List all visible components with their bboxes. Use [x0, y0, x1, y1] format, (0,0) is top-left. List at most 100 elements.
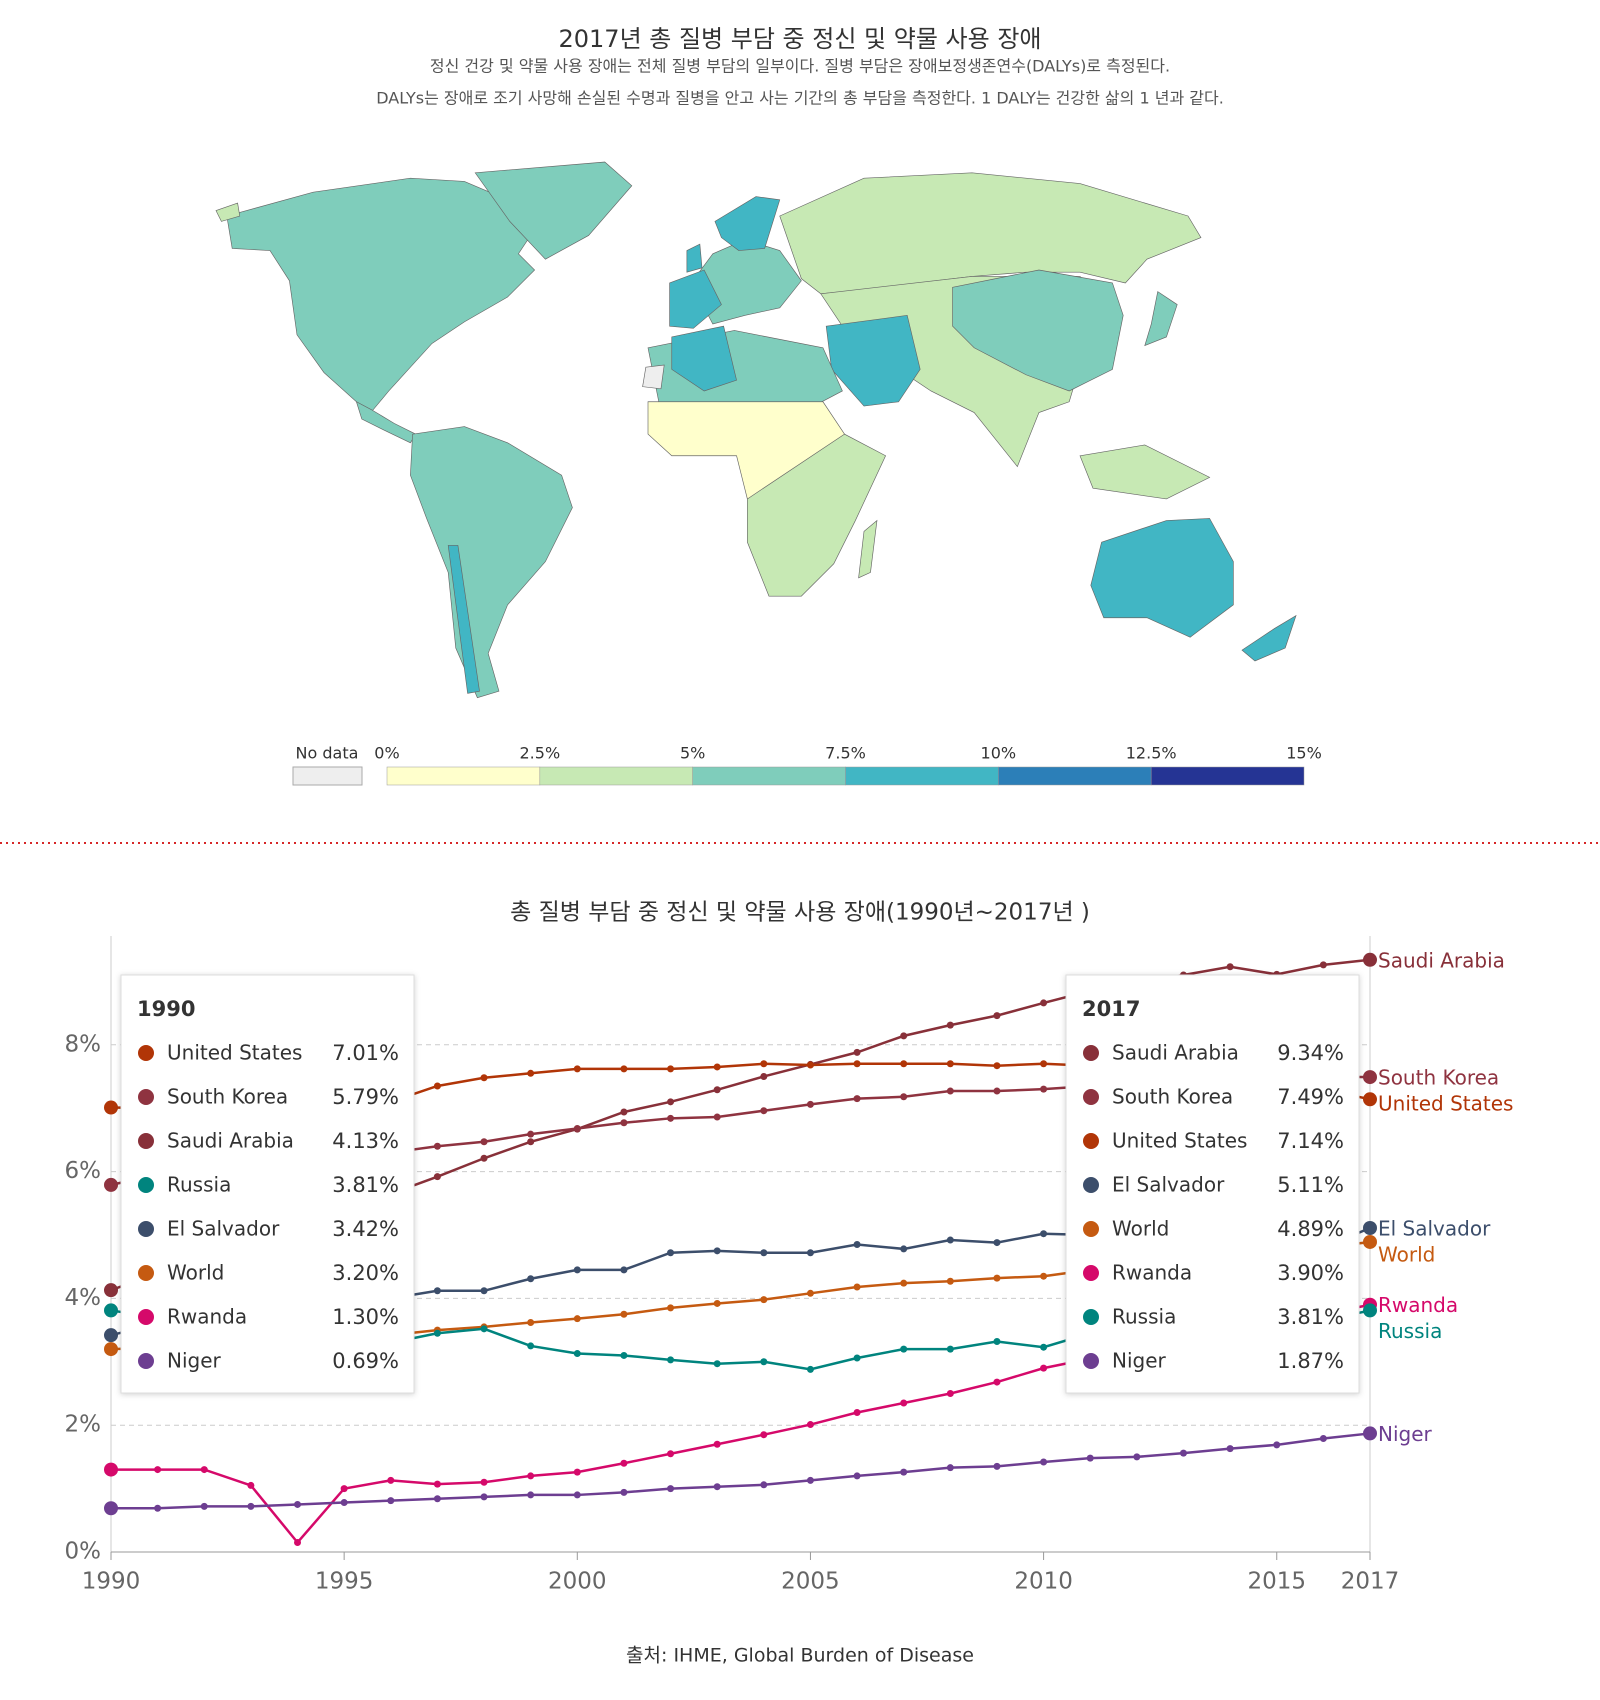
data-point [993, 1462, 1001, 1470]
series-end-label: Saudi Arabia [1378, 948, 1505, 972]
data-point [713, 1113, 721, 1121]
tooltip-dot [1083, 1089, 1099, 1105]
tooltip-name: Niger [167, 1349, 222, 1373]
data-point [573, 1065, 581, 1073]
y-tick-label: 4% [65, 1285, 102, 1311]
alaska-tip [215, 202, 241, 222]
y-tick-label: 6% [65, 1158, 102, 1184]
series-line [111, 1432, 1371, 1510]
china [952, 269, 1124, 392]
data-point [480, 1287, 488, 1295]
data-point [900, 1032, 908, 1040]
y-tick-label: 2% [65, 1412, 102, 1438]
tooltip-name: South Korea [1112, 1085, 1233, 1109]
data-point [104, 1462, 118, 1477]
data-point [573, 1124, 581, 1132]
data-point [387, 1476, 395, 1484]
tooltip-value: 4.89% [1277, 1217, 1344, 1241]
data-point [667, 1450, 675, 1458]
data-point [853, 1472, 861, 1480]
tooltip-dot [138, 1265, 154, 1281]
data-point [527, 1318, 535, 1326]
data-point [713, 1063, 721, 1071]
data-point [527, 1472, 535, 1480]
legend-tick-label: 0% [374, 744, 399, 763]
tooltip-name: Russia [167, 1173, 231, 1197]
tooltip-box [1065, 974, 1360, 1394]
data-point [946, 1236, 954, 1244]
tooltip-dot [138, 1133, 154, 1149]
tooltip-dot [138, 1309, 154, 1325]
data-point [247, 1502, 255, 1510]
data-point [620, 1351, 628, 1359]
data-point [433, 1142, 441, 1150]
data-point [573, 1468, 581, 1476]
series-end-label: South Korea [1378, 1066, 1499, 1090]
data-point [760, 1249, 768, 1257]
tooltip-value: 4.13% [332, 1129, 399, 1153]
data-point [900, 1399, 908, 1407]
data-point [667, 1114, 675, 1122]
tooltip-value: 5.79% [332, 1085, 399, 1109]
middle-east [825, 315, 921, 407]
x-tick-label: 1990 [82, 1569, 141, 1595]
data-point [806, 1249, 814, 1257]
series-end-label: World [1378, 1243, 1435, 1267]
uk [686, 243, 703, 273]
tooltip-value: 9.34% [1277, 1041, 1344, 1065]
data-point [713, 1086, 721, 1094]
data-point [946, 1464, 954, 1472]
data-point [760, 1296, 768, 1304]
data-point [1133, 1453, 1141, 1461]
data-point [573, 1266, 581, 1274]
y-tick-label: 8% [65, 1031, 102, 1057]
tooltip-name: World [167, 1261, 224, 1285]
data-point [573, 1350, 581, 1358]
data-point [620, 1119, 628, 1127]
tooltip-name: Saudi Arabia [1112, 1041, 1239, 1065]
greenland [474, 161, 633, 260]
tooltip-dot [1083, 1353, 1099, 1369]
data-point [667, 1304, 675, 1312]
data-point [946, 1345, 954, 1353]
tooltip: 2017 Saudi Arabia 9.34% South Korea 7.49% Uni… [1065, 974, 1360, 1394]
legend-bin [386, 766, 541, 786]
series-end-label: Rwanda [1378, 1293, 1458, 1317]
data-point [1273, 1441, 1281, 1449]
data-point [480, 1074, 488, 1082]
data-point [760, 1107, 768, 1115]
world-map [215, 161, 1297, 699]
data-point [713, 1360, 721, 1368]
tooltip-value: 7.01% [332, 1041, 399, 1065]
line-title: 총 질병 부담 중 정신 및 약물 사용 장애(1990년~2017년 ) [510, 900, 1090, 926]
data-point [1040, 1458, 1048, 1466]
tooltip-name: South Korea [167, 1085, 288, 1109]
data-point [853, 1354, 861, 1362]
data-point [806, 1365, 814, 1373]
map-title: 2017년 총 질병 부담 중 정신 및 약물 사용 장애 [558, 25, 1041, 53]
tooltip-value: 3.90% [1277, 1261, 1344, 1285]
data-point [806, 1100, 814, 1108]
data-point [1179, 1449, 1187, 1457]
data-point [993, 1087, 1001, 1095]
tooltip-value: 3.42% [332, 1217, 399, 1241]
data-point [527, 1491, 535, 1499]
tooltip-value: 1.87% [1277, 1349, 1344, 1373]
data-point [154, 1504, 162, 1512]
tooltip-dot [138, 1045, 154, 1061]
data-point [713, 1440, 721, 1448]
data-point [480, 1325, 488, 1333]
data-point [1040, 1060, 1048, 1068]
data-point [1363, 1303, 1377, 1318]
data-point [1040, 1272, 1048, 1280]
data-point [1319, 961, 1327, 969]
data-point [104, 1177, 118, 1192]
tooltip-title: 2017 [1082, 997, 1140, 1021]
data-point [993, 1337, 1001, 1345]
western-europe [669, 269, 722, 329]
data-point [760, 1431, 768, 1439]
data-point [993, 1378, 1001, 1386]
data-point [294, 1500, 302, 1508]
legend-bin [539, 766, 693, 786]
data-point [527, 1130, 535, 1138]
